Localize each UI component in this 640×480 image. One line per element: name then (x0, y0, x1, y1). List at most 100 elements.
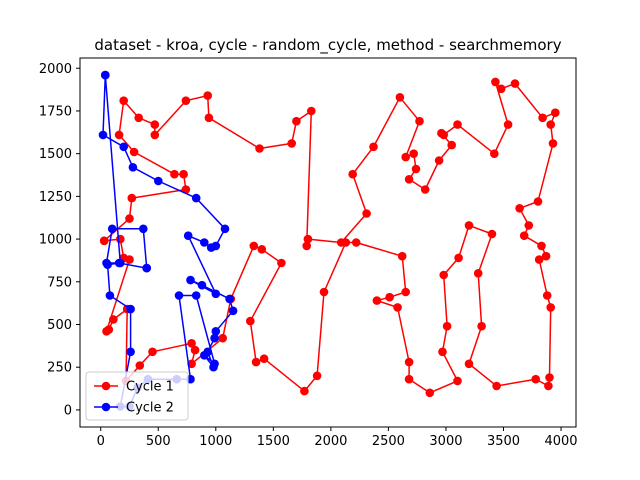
data-point (542, 291, 552, 300)
x-tick-label: 2000 (314, 434, 347, 449)
data-point (200, 351, 209, 360)
data-point (425, 388, 435, 398)
data-point (203, 91, 212, 100)
data-point (119, 96, 128, 105)
data-point (404, 175, 414, 184)
x-tick-label: 4000 (544, 434, 577, 449)
data-point (453, 120, 462, 129)
y-tick-label: 1250 (39, 190, 72, 205)
data-point (125, 214, 134, 223)
data-point (385, 292, 394, 302)
legend-label: Cycle 1 (126, 380, 174, 395)
data-point (259, 354, 269, 364)
legend: Cycle 1 Cycle 2 (85, 371, 189, 421)
data-point (503, 120, 513, 129)
data-point (415, 116, 424, 126)
data-point (116, 258, 125, 268)
x-tick-label: 500 (146, 434, 171, 449)
data-point (401, 287, 411, 297)
data-point (510, 79, 520, 88)
y-tick-label: 1000 (39, 233, 72, 248)
data-point (453, 376, 462, 386)
data-point (409, 149, 419, 158)
data-point (548, 139, 558, 148)
data-point (464, 359, 474, 369)
data-point (220, 224, 230, 234)
data-point (434, 156, 444, 165)
data-point (393, 303, 402, 312)
plot-area (98, 70, 560, 411)
x-tick-label: 3500 (487, 434, 520, 449)
data-point (277, 258, 286, 268)
legend-label: Cycle 2 (126, 401, 174, 416)
data-point (206, 243, 216, 252)
y-tick-label: 750 (47, 275, 72, 290)
data-point (287, 139, 297, 148)
data-point (312, 371, 322, 381)
data-point (454, 253, 463, 263)
data-point (541, 251, 551, 261)
data-point (225, 294, 234, 304)
data-point (496, 84, 506, 94)
data-point (300, 386, 309, 396)
data-point (473, 269, 483, 278)
data-point (187, 359, 196, 369)
data-point (148, 347, 157, 357)
data-point (303, 234, 313, 244)
data-point (362, 209, 371, 218)
data-point (99, 236, 109, 246)
data-point (519, 231, 529, 240)
data-point (515, 204, 524, 213)
data-point (102, 258, 111, 268)
data-point (401, 152, 411, 162)
data-point (183, 231, 193, 240)
x-tick-label: 0 (97, 434, 105, 449)
data-point (348, 169, 358, 179)
data-point (116, 234, 125, 244)
data-point (490, 149, 499, 158)
data-point (257, 245, 267, 254)
data-point (181, 96, 191, 105)
data-point (551, 108, 560, 117)
data-point (191, 291, 201, 300)
data-point (134, 113, 143, 123)
data-point (319, 287, 329, 297)
data-point (477, 321, 486, 331)
data-point (395, 93, 405, 102)
legend-item: Cycle 1 (94, 380, 174, 395)
x-tick-label: 3000 (429, 434, 462, 449)
data-point (197, 280, 207, 290)
data-point (154, 176, 163, 186)
data-point (447, 140, 457, 150)
data-point (537, 241, 546, 251)
series-2 (98, 70, 238, 411)
data-point (200, 238, 209, 247)
data-point (211, 289, 221, 299)
data-point (246, 316, 255, 326)
data-point (228, 306, 238, 316)
data-point (181, 185, 191, 194)
data-point (142, 263, 151, 273)
data-point (125, 255, 134, 264)
legend-swatch-marker (101, 402, 111, 412)
data-point (492, 381, 501, 391)
data-point (438, 347, 447, 357)
data-point (524, 221, 534, 230)
data-point (544, 381, 553, 391)
x-tick-label: 1000 (199, 434, 232, 449)
data-point (437, 128, 446, 138)
data-point (101, 70, 110, 80)
axes-frame (79, 57, 577, 428)
data-point (107, 224, 117, 234)
data-point (204, 113, 214, 123)
legend-box (85, 371, 189, 421)
y-tick-label: 1500 (39, 147, 72, 162)
data-point (545, 373, 554, 382)
data-point (126, 304, 135, 314)
data-point (336, 238, 346, 247)
data-point (187, 339, 196, 348)
data-point (210, 333, 219, 343)
data-point (292, 116, 301, 126)
data-point (487, 229, 497, 239)
